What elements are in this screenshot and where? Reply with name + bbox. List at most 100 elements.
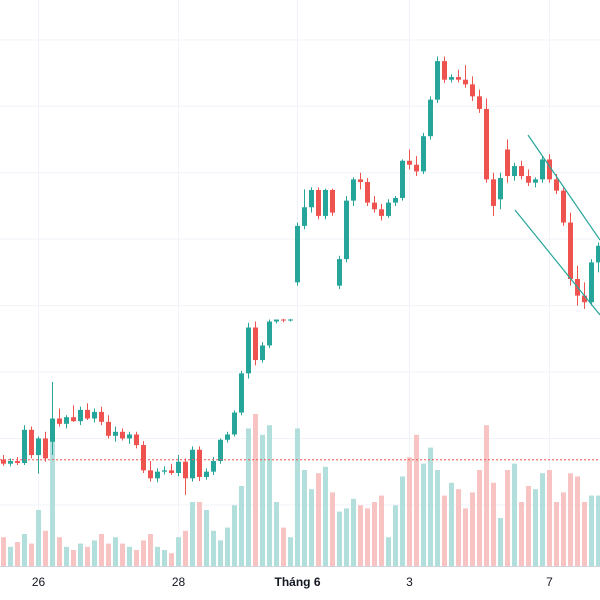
volume-bar	[554, 502, 559, 566]
candle-body	[547, 159, 552, 180]
x-axis: 26 28 Tháng 6 3 7	[32, 575, 553, 589]
candle-body	[225, 434, 230, 440]
candle-body	[372, 202, 377, 210]
volume-bar	[22, 534, 27, 566]
volume-bar	[246, 428, 251, 566]
volume-bar	[435, 470, 440, 566]
candles	[0, 56, 600, 495]
volume-bar	[526, 486, 531, 566]
candle-body	[407, 160, 412, 165]
candle-body	[190, 449, 195, 479]
candle-body	[253, 327, 258, 361]
volume-bar	[169, 553, 174, 566]
candle-body	[491, 179, 496, 206]
candle-body	[526, 176, 531, 183]
volume-bar	[512, 463, 517, 566]
volume-bar	[323, 466, 328, 566]
candle-body	[260, 345, 265, 361]
x-tick-label: 3	[406, 575, 413, 589]
candle-body	[477, 96, 482, 109]
volume-bar	[148, 534, 153, 566]
volume-bar	[155, 546, 160, 566]
volume-bar	[505, 470, 510, 566]
volume-bar	[582, 502, 587, 566]
candle-body	[351, 179, 356, 201]
candle-body	[309, 189, 314, 208]
volume-bar	[421, 463, 426, 566]
volume-bar	[99, 534, 104, 566]
volume-bar	[428, 447, 433, 566]
volume-bar	[1, 537, 6, 566]
candle-body	[204, 471, 209, 477]
volume-bar	[106, 543, 111, 566]
candle-body	[155, 471, 160, 479]
volume-bar	[589, 495, 594, 566]
volume-bar	[330, 492, 335, 566]
volume-bar	[183, 530, 188, 566]
candle-body	[533, 179, 538, 183]
candle-body	[218, 439, 223, 462]
volume-bar	[484, 425, 489, 566]
volume-bar	[57, 537, 62, 566]
candle-body	[470, 84, 475, 97]
volume-bar	[239, 486, 244, 566]
volume-bar	[253, 414, 258, 566]
volume-bar	[449, 482, 454, 566]
candle-body	[379, 209, 384, 216]
candle-body	[449, 77, 454, 80]
candle-body	[246, 327, 251, 374]
volume-bar	[85, 546, 90, 566]
candle-body	[582, 295, 587, 303]
candle-body	[71, 417, 76, 422]
candle-body	[365, 182, 370, 203]
volume-bar	[498, 518, 503, 566]
volume-bar	[50, 433, 55, 566]
candle-body	[505, 149, 510, 177]
candle-body	[393, 197, 398, 203]
volume-bar	[134, 550, 139, 566]
volume-bar	[211, 530, 216, 566]
volume-bar	[225, 527, 230, 566]
candle-body	[211, 461, 216, 472]
volume-bar	[71, 550, 76, 566]
candle-body	[113, 431, 118, 436]
candle-body	[99, 411, 104, 422]
volume-bar	[575, 476, 580, 566]
volume-bar	[463, 508, 468, 566]
candle-body	[337, 259, 342, 286]
candle-body	[421, 136, 426, 172]
volume-bar	[316, 473, 321, 566]
candle-body	[43, 438, 48, 459]
candle-body	[197, 449, 202, 477]
volume-bar	[190, 502, 195, 566]
candle-body	[540, 159, 545, 180]
volume-bar	[197, 502, 202, 566]
volume-bar	[162, 550, 167, 566]
candle-body	[442, 61, 447, 80]
volume-bar	[400, 476, 405, 566]
candle-body	[561, 190, 566, 223]
x-tick-label: 7	[546, 575, 553, 589]
volume-bar	[281, 527, 286, 566]
volume-bar	[113, 537, 118, 566]
candle-body	[519, 166, 524, 177]
volume-bar	[288, 537, 293, 566]
volume-bar	[456, 489, 461, 566]
candle-body	[498, 178, 503, 200]
volume-bar	[365, 508, 370, 566]
candle-body	[134, 434, 139, 446]
volume-bar	[29, 543, 34, 566]
volume-bar	[393, 505, 398, 566]
candle-body	[484, 108, 489, 180]
volume-bar	[414, 434, 419, 566]
candle-body	[127, 434, 132, 439]
volume-bar	[568, 473, 573, 566]
volume-bar	[358, 505, 363, 566]
candle-body	[302, 207, 307, 226]
volume-bar	[274, 502, 279, 566]
volume-bar	[386, 537, 391, 566]
candle-body	[169, 470, 174, 473]
volume-bar	[372, 502, 377, 566]
candle-body	[232, 412, 237, 435]
